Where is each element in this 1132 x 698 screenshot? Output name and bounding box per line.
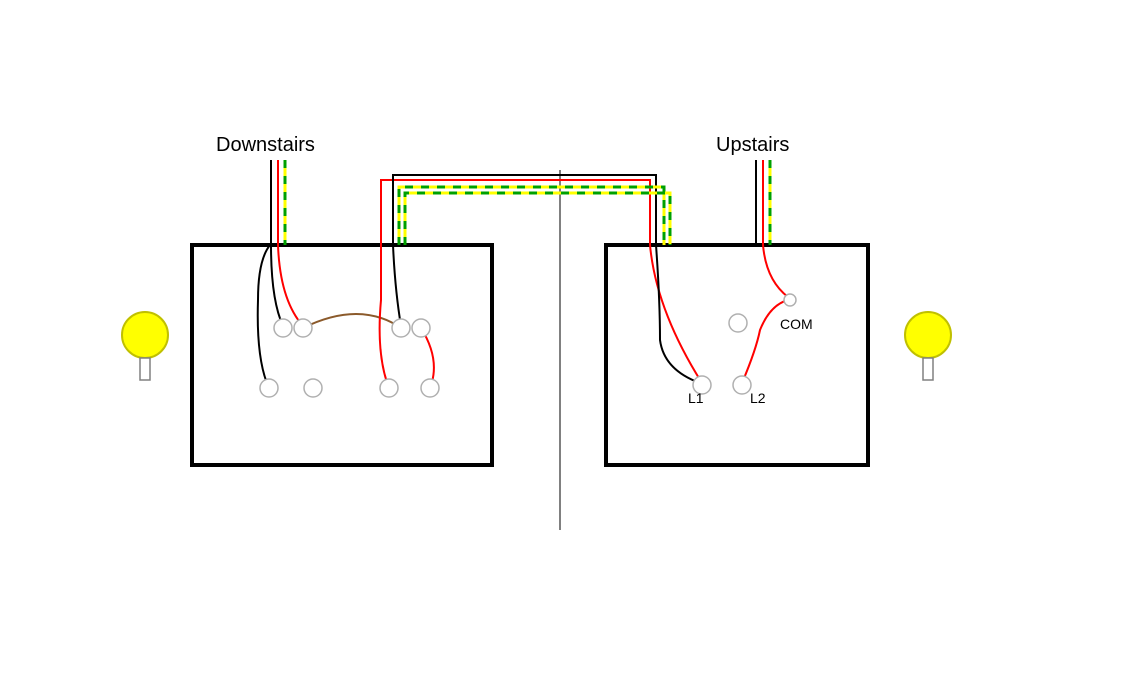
left-terminal-5 [304,379,322,397]
left-terminal-2 [392,319,410,337]
inter-black [393,175,700,383]
l1-label: L1 [688,390,704,406]
right-terminal-3 [733,376,751,394]
left-terminal-1 [294,319,312,337]
us-com-red [742,300,788,383]
right-terminal-1 [784,294,796,306]
us-in-red [763,160,788,297]
downstairs-label: Downstairs [216,134,315,157]
upstairs-label: Upstairs [716,134,789,157]
ds-lower-red-left [380,180,702,388]
left-bulb-icon [122,312,168,358]
right-switch-box [606,245,868,465]
left-terminal-3 [412,319,430,337]
inter-gy2-green [405,193,670,245]
ds-lower-black [258,245,270,388]
inter-gy1-green [399,187,664,245]
left-terminal-7 [421,379,439,397]
left-bulb-stem [140,358,150,380]
link-brown [303,314,401,328]
l2-label: L2 [750,390,766,406]
inter-gy2-yellow [405,193,670,245]
left-switch-box [192,245,492,465]
wiring-diagram [0,0,1132,698]
left-terminal-6 [380,379,398,397]
right-terminal-0 [729,314,747,332]
right-bulb-stem [923,358,933,380]
left-terminal-4 [260,379,278,397]
com-label: COM [780,316,813,332]
inter-gy1-yellow [399,187,664,245]
left-terminal-0 [274,319,292,337]
right-bulb-icon [905,312,951,358]
